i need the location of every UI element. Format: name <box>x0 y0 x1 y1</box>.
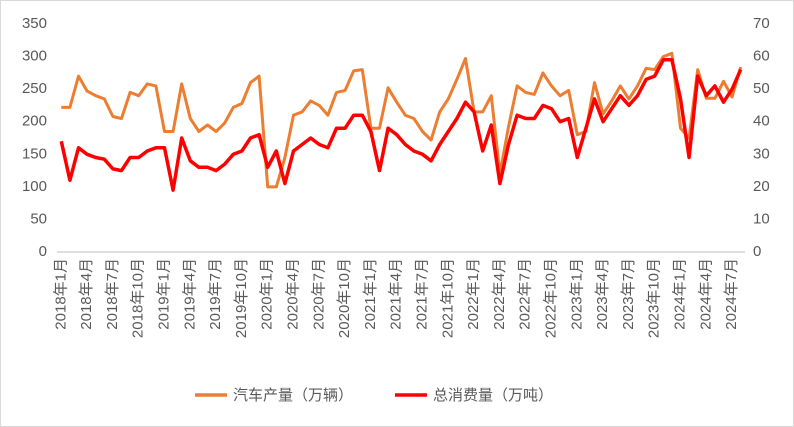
y2-tick-label: 50 <box>753 80 770 97</box>
x-tick-label: 2020年1月 <box>259 258 276 330</box>
y-tick-label: 0 <box>39 243 47 260</box>
x-tick-label: 2023年1月 <box>568 258 585 330</box>
y-tick-label: 100 <box>22 178 47 195</box>
x-tick-label: 2022年7月 <box>517 258 534 330</box>
y2-tick-label: 60 <box>753 48 770 65</box>
x-tick-label: 2024年4月 <box>697 258 714 330</box>
x-tick-label: 2020年10月 <box>336 258 353 338</box>
x-tick-label: 2022年10月 <box>542 258 559 338</box>
y-tick-label: 150 <box>22 145 47 162</box>
y2-tick-label: 0 <box>753 243 761 260</box>
x-tick-label: 2018年7月 <box>104 258 121 330</box>
x-tick-label: 2024年7月 <box>723 258 740 330</box>
x-tick-label: 2021年10月 <box>439 258 456 338</box>
y-tick-label: 250 <box>22 80 47 97</box>
legend-label: 汽车产量（万辆） <box>233 387 353 404</box>
x-tick-label: 2022年1月 <box>465 258 482 330</box>
y2-tick-label: 20 <box>753 178 770 195</box>
y-tick-label: 300 <box>22 48 47 65</box>
series-line <box>59 58 743 192</box>
x-tick-label: 2018年4月 <box>78 258 95 330</box>
x-tick-label: 2021年4月 <box>388 258 405 330</box>
x-tick-label: 2019年10月 <box>233 258 250 338</box>
y2-tick-label: 30 <box>753 145 770 162</box>
x-tick-label: 2020年4月 <box>284 258 301 330</box>
x-tick-label: 2019年4月 <box>181 258 198 330</box>
y-tick-label: 200 <box>22 113 47 130</box>
x-tick-label: 2021年7月 <box>413 258 430 330</box>
series-line <box>61 51 743 189</box>
x-tick-label: 2020年7月 <box>310 258 327 330</box>
x-tick-label: 2023年10月 <box>646 258 663 338</box>
legend-label: 总消费量（万吨） <box>433 387 553 404</box>
x-tick-label: 2024年1月 <box>671 258 688 330</box>
y2-tick-label: 10 <box>753 210 770 227</box>
x-tick-label: 2023年7月 <box>620 258 637 330</box>
y2-tick-label: 70 <box>753 15 770 32</box>
x-tick-label: 2018年1月 <box>52 258 69 330</box>
x-tick-label: 2018年10月 <box>130 258 147 338</box>
y-tick-label: 50 <box>30 210 47 227</box>
x-tick-label: 2023年4月 <box>594 258 611 330</box>
x-tick-label: 2019年1月 <box>155 258 172 330</box>
x-tick-label: 2019年7月 <box>207 258 224 330</box>
y-tick-label: 350 <box>22 15 47 32</box>
x-tick-label: 2022年4月 <box>491 258 508 330</box>
x-tick-label: 2021年1月 <box>362 258 379 330</box>
y2-tick-label: 40 <box>753 113 770 130</box>
